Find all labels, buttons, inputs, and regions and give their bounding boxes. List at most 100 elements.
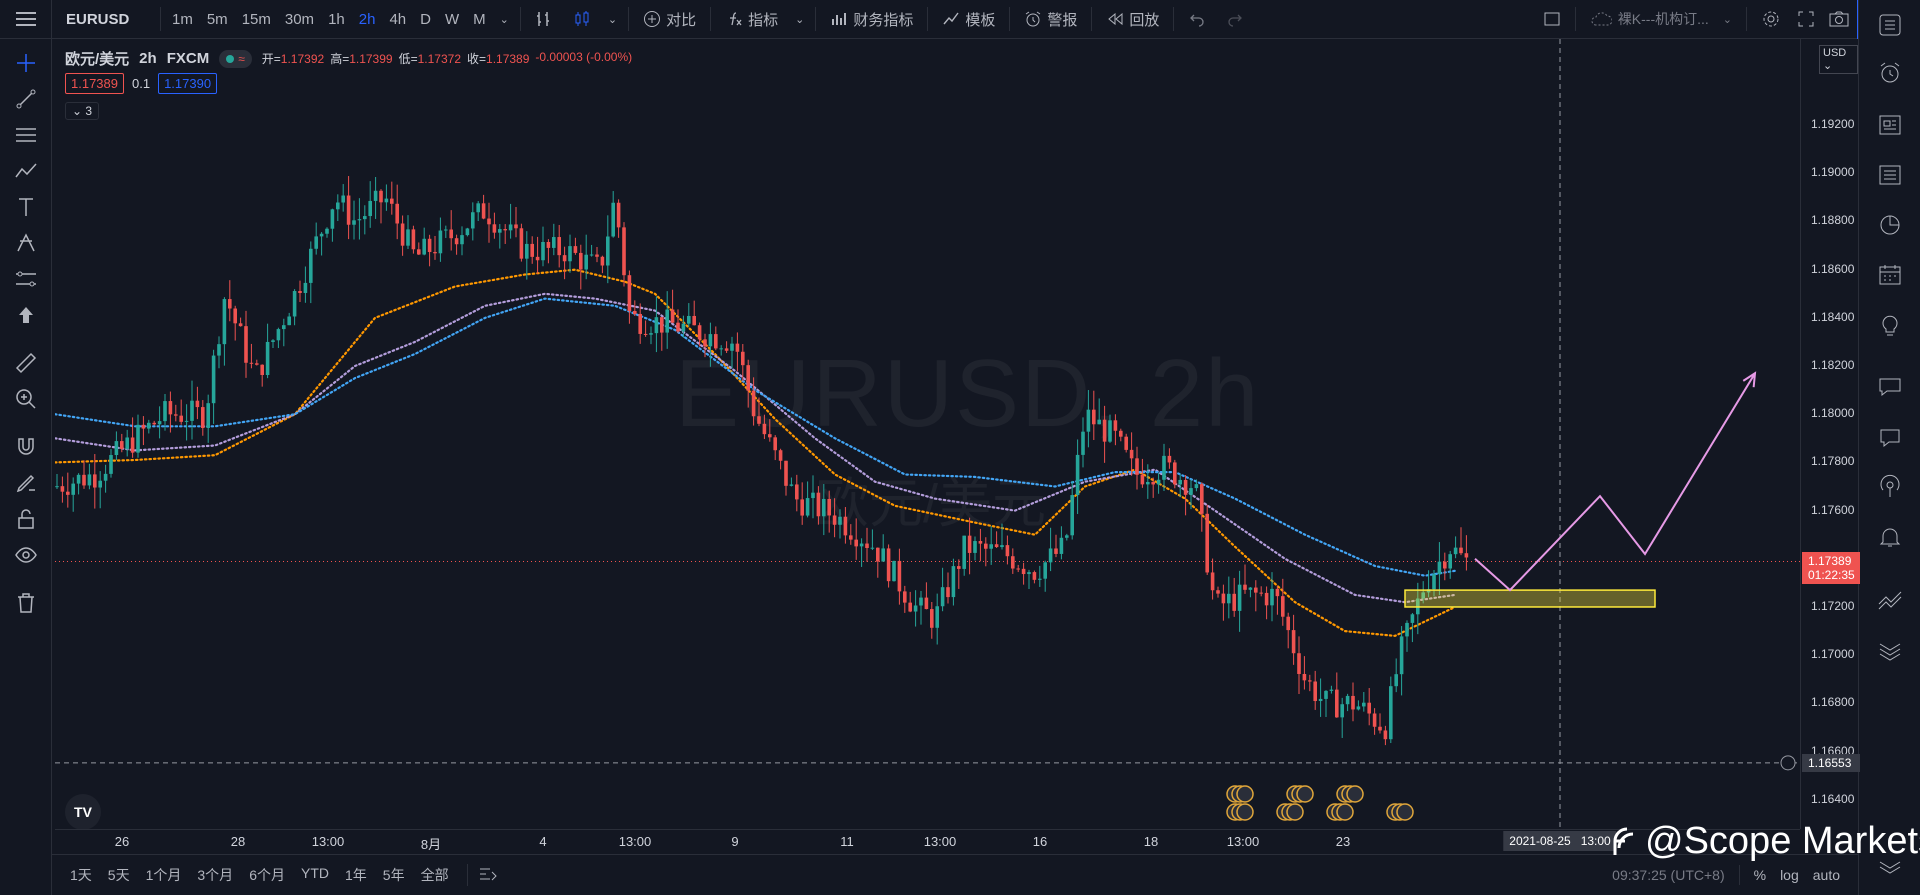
arrow-up-icon[interactable] bbox=[14, 303, 38, 327]
clock[interactable]: 09:37:25 (UTC+8) bbox=[1612, 867, 1725, 883]
auto-toggle[interactable]: auto bbox=[1812, 867, 1840, 883]
range-button[interactable]: 1天 bbox=[70, 867, 92, 883]
compare-button[interactable]: 对比 bbox=[633, 0, 706, 39]
indicators-button[interactable]: 指标 bbox=[715, 0, 788, 39]
watchlist-icon[interactable] bbox=[1877, 12, 1903, 38]
time-label: 26 bbox=[114, 834, 130, 849]
layout-selector[interactable]: 裸K---机构订... ⌄ bbox=[1580, 9, 1742, 29]
timeframe-W[interactable]: W bbox=[444, 10, 460, 28]
chart-pane[interactable]: EURUSD, 2h 欧元/美元 欧元/美元 2h FXCM ≈ 开=1.173… bbox=[55, 39, 1800, 830]
candle-body bbox=[1367, 702, 1371, 714]
text-icon[interactable] bbox=[14, 195, 38, 219]
timeframe-D[interactable]: D bbox=[420, 10, 431, 28]
candle-body bbox=[1308, 680, 1312, 682]
candle-body bbox=[319, 233, 324, 237]
financials-button[interactable]: 财务指标 bbox=[820, 0, 923, 39]
candle-body bbox=[919, 597, 923, 606]
bar-style-button[interactable] bbox=[525, 0, 563, 39]
symbol-search[interactable]: EURUSD bbox=[66, 10, 130, 28]
alarm-clock-icon[interactable] bbox=[1877, 60, 1903, 86]
timeframe-15m[interactable]: 15m bbox=[241, 10, 271, 28]
chevron-down-icon[interactable]: ⌄ bbox=[499, 13, 509, 26]
candles-button[interactable] bbox=[563, 0, 601, 39]
zoom-in-icon[interactable] bbox=[14, 387, 38, 411]
candle-body bbox=[1318, 698, 1323, 702]
range-button[interactable]: 1年 bbox=[344, 867, 367, 883]
timeframe-M[interactable]: M bbox=[473, 10, 486, 28]
indicators-toggle[interactable]: ⌄ 3 bbox=[65, 102, 100, 120]
buy-button[interactable]: 1.17390 bbox=[158, 73, 218, 94]
range-button[interactable]: 1个月 bbox=[145, 867, 182, 883]
time-axis[interactable]: 26 28 13:00 8月 4 13:00 9 11 13:00 16 18 13:00 23 13:0… bbox=[55, 829, 1800, 854]
candle-body bbox=[244, 326, 248, 363]
range-button[interactable]: 5年 bbox=[382, 867, 405, 883]
templates-button[interactable]: 模板 bbox=[932, 0, 1005, 39]
candle-body bbox=[789, 484, 794, 486]
chat-icon[interactable] bbox=[1877, 374, 1903, 400]
goto-date-icon[interactable] bbox=[478, 866, 498, 884]
pattern-icon[interactable] bbox=[14, 159, 38, 183]
horizontal-lines-icon[interactable] bbox=[14, 123, 38, 147]
percent-toggle[interactable]: % bbox=[1753, 867, 1767, 883]
menu-icon[interactable] bbox=[0, 0, 52, 39]
candle-body bbox=[1232, 593, 1236, 611]
eye-icon[interactable] bbox=[14, 543, 38, 567]
open-value: 1.17392 bbox=[280, 52, 325, 66]
fullscreen-button[interactable] bbox=[1791, 0, 1821, 39]
news-icon[interactable] bbox=[1877, 112, 1903, 138]
pie-icon[interactable] bbox=[1877, 212, 1903, 238]
magnet-icon[interactable] bbox=[14, 435, 38, 459]
candle-body bbox=[832, 515, 837, 525]
timeframe-2h[interactable]: 2h bbox=[358, 10, 376, 28]
candle-body bbox=[168, 401, 173, 415]
candle-body bbox=[82, 474, 86, 486]
time-label: 13:00 bbox=[1226, 834, 1260, 849]
lightbulb-icon[interactable] bbox=[1877, 312, 1903, 338]
timeframe-5m[interactable]: 5m bbox=[206, 10, 228, 28]
tradingview-logo[interactable]: TV bbox=[65, 794, 101, 830]
log-toggle[interactable]: log bbox=[1780, 867, 1799, 883]
ruler-icon[interactable] bbox=[14, 351, 38, 375]
layers-icon[interactable] bbox=[1877, 636, 1903, 662]
timeframe-30m[interactable]: 30m bbox=[284, 10, 315, 28]
range-button[interactable]: 3个月 bbox=[197, 867, 234, 883]
range-button[interactable]: 6个月 bbox=[249, 867, 285, 883]
timeframe-1h[interactable]: 1h bbox=[328, 10, 345, 28]
market-status-pill[interactable]: ≈ bbox=[219, 49, 252, 68]
templates-label: 模板 bbox=[965, 11, 996, 29]
undo-button[interactable] bbox=[1178, 0, 1216, 39]
alert-button[interactable]: 警报 bbox=[1014, 0, 1087, 39]
candle-body bbox=[1043, 562, 1047, 579]
timeframe-1m[interactable]: 1m bbox=[172, 10, 193, 28]
fullscreen-square-button[interactable] bbox=[1533, 0, 1571, 39]
chat-bubble-icon[interactable] bbox=[1877, 424, 1903, 450]
range-button[interactable]: YTD bbox=[300, 865, 329, 881]
list-icon[interactable] bbox=[1877, 162, 1903, 188]
chevron-down-icon[interactable]: ⌄ bbox=[607, 13, 618, 26]
bell-icon[interactable] bbox=[1877, 524, 1903, 550]
candle-body bbox=[714, 334, 718, 349]
trendline-icon[interactable] bbox=[14, 87, 38, 111]
range-button[interactable]: 5天 bbox=[107, 867, 130, 883]
replay-button[interactable]: 回放 bbox=[1096, 0, 1169, 39]
timeframe-4h[interactable]: 4h bbox=[389, 10, 407, 28]
crosshair-icon[interactable] bbox=[14, 51, 38, 75]
redo-button[interactable] bbox=[1216, 0, 1254, 39]
measure-lines-icon[interactable] bbox=[14, 267, 38, 291]
layers-bottom-icon[interactable] bbox=[1877, 852, 1903, 878]
currency-selector[interactable]: USD ⌄ bbox=[1819, 45, 1858, 74]
snapshot-button[interactable] bbox=[1821, 0, 1857, 39]
podcast-icon[interactable] bbox=[1877, 474, 1903, 500]
trash-icon[interactable] bbox=[14, 591, 38, 615]
trend-icon[interactable] bbox=[1877, 586, 1903, 612]
current-price-tag: 1.17389 01:22:35 bbox=[1802, 552, 1860, 585]
sell-button[interactable]: 1.17389 bbox=[65, 73, 124, 94]
node-icon[interactable] bbox=[14, 231, 38, 255]
range-button[interactable]: 全部 bbox=[420, 867, 449, 883]
calendar-icon[interactable] bbox=[1877, 262, 1903, 288]
lock-icon[interactable] bbox=[14, 507, 38, 531]
price-axis[interactable]: 1.19200 1.19000 1.18800 1.18600 1.18400 1.182… bbox=[1800, 39, 1860, 829]
settings-button[interactable] bbox=[1751, 0, 1791, 39]
pencil-lock-icon[interactable] bbox=[14, 471, 38, 495]
chevron-down-icon[interactable]: ⌄ bbox=[795, 13, 805, 26]
